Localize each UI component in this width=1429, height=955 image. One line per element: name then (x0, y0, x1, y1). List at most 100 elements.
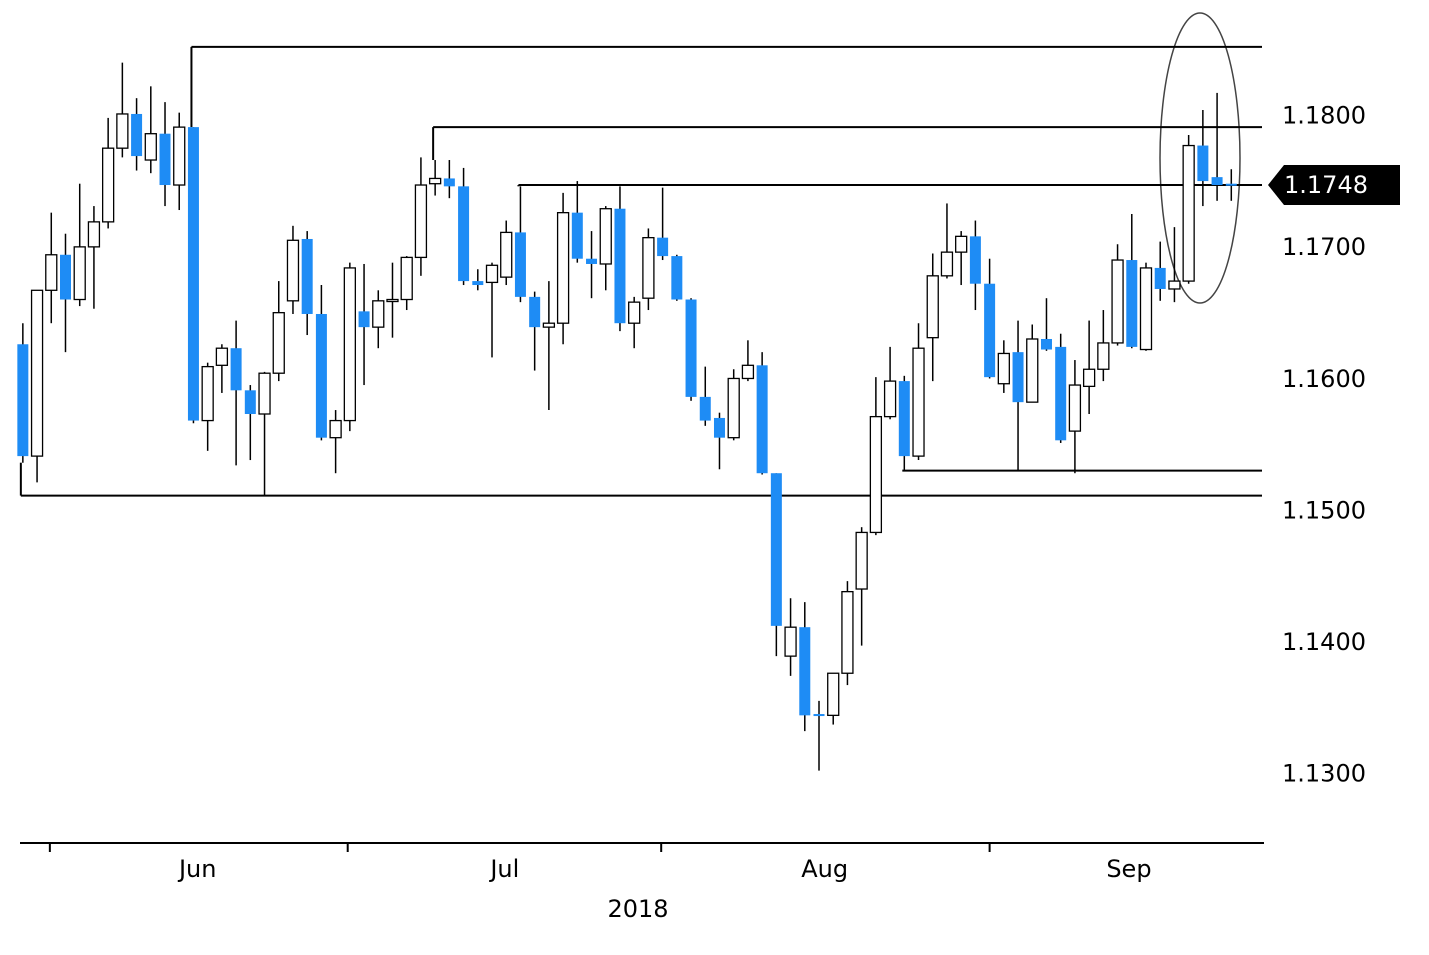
candle-body (414, 184, 428, 259)
candle-body (770, 473, 782, 626)
candle-body (628, 301, 641, 324)
candle-body (329, 419, 342, 439)
candle-body (699, 396, 711, 421)
price-tag (1268, 165, 1400, 206)
candle-body (556, 212, 570, 324)
candle-body (1168, 280, 1181, 290)
y-tick-label: 1.1600 (1282, 365, 1366, 393)
highlight-ellipse (1159, 12, 1241, 304)
candle-body (272, 312, 285, 374)
candle-body (883, 380, 897, 418)
candle-body (586, 258, 598, 264)
candle-body (1082, 368, 1096, 388)
candle-body (1211, 177, 1223, 186)
candle-body (30, 289, 44, 457)
candle-body (841, 591, 854, 674)
y-tick-label: 1.1700 (1282, 233, 1366, 261)
candle-body (286, 239, 300, 302)
x-tick-label: Jun (177, 855, 217, 883)
candle-body (1055, 346, 1067, 441)
candle-body (1097, 342, 1110, 370)
candle-body (599, 208, 612, 265)
candle-body (1182, 144, 1195, 282)
candle-body (87, 221, 101, 248)
candle-body (131, 113, 143, 157)
candle-body (940, 251, 954, 277)
candle-body (472, 281, 484, 286)
candle-body (343, 267, 356, 422)
candle-body (159, 133, 171, 186)
y-tick-label: 1.1500 (1282, 496, 1366, 524)
candle-body (756, 365, 768, 474)
x-tick-label: Aug (801, 855, 848, 883)
x-axis-label: 2018 (607, 895, 668, 923)
price-tag-label: 1.1748 (1284, 171, 1368, 199)
candle-body (485, 264, 499, 284)
candle-body (984, 283, 996, 378)
candle-body (45, 254, 58, 291)
candle-body (869, 415, 883, 534)
candle-body (799, 627, 811, 716)
candle-body (784, 626, 797, 657)
candle-body (912, 347, 925, 457)
candle-body (230, 348, 242, 391)
candle-body (1068, 384, 1082, 432)
candle-body (173, 126, 186, 186)
candle-body (1197, 145, 1209, 182)
candle-body (855, 531, 868, 590)
candle-body (458, 186, 470, 282)
candle-body (386, 298, 399, 303)
candle-body (428, 177, 442, 185)
candle-body (671, 256, 683, 300)
candle-body (358, 311, 370, 328)
candle-body (201, 365, 214, 422)
candle-body (1012, 352, 1024, 403)
candle-body (955, 235, 968, 253)
candle-body (813, 714, 825, 717)
candle-body (315, 313, 327, 438)
y-tick-label: 1.1800 (1282, 102, 1366, 130)
candle-body (741, 364, 755, 380)
candle-body (514, 232, 526, 297)
candle-body (17, 344, 29, 457)
candle-body (443, 178, 455, 187)
candle-body (73, 246, 86, 301)
candle-body (1154, 267, 1166, 289)
candle-body (657, 237, 669, 257)
candle-body (926, 275, 939, 339)
x-tick-label: Sep (1106, 855, 1151, 883)
candle-body (244, 390, 256, 414)
candle-body (258, 372, 271, 415)
y-tick-label: 1.1400 (1282, 628, 1366, 656)
candle-body (827, 672, 840, 717)
candle-body (529, 296, 541, 328)
x-tick-label: Jul (488, 855, 519, 883)
candle-body (116, 113, 129, 149)
candle-body (1139, 267, 1153, 351)
candle-body (144, 133, 157, 161)
candle-body (997, 352, 1010, 385)
candle-body (1040, 338, 1052, 350)
candle-body (642, 237, 655, 299)
candle-body (1026, 338, 1039, 403)
candle-body (898, 381, 910, 457)
candle-body (969, 236, 981, 284)
candle-body (1111, 259, 1124, 344)
candle-body (101, 147, 115, 223)
candle-body (571, 212, 583, 259)
candle-body (500, 231, 513, 278)
candle-body (727, 377, 740, 439)
candle-body (59, 254, 71, 300)
candle-body (1126, 260, 1138, 347)
candle-body (215, 347, 229, 366)
y-tick-label: 1.1300 (1282, 760, 1366, 788)
candle-body (542, 322, 556, 328)
candle-body (713, 417, 725, 438)
candle-body (187, 127, 199, 421)
candle-body (614, 208, 626, 324)
candle-body (301, 238, 313, 314)
candle-body (1225, 183, 1237, 186)
candle-body (400, 256, 413, 301)
